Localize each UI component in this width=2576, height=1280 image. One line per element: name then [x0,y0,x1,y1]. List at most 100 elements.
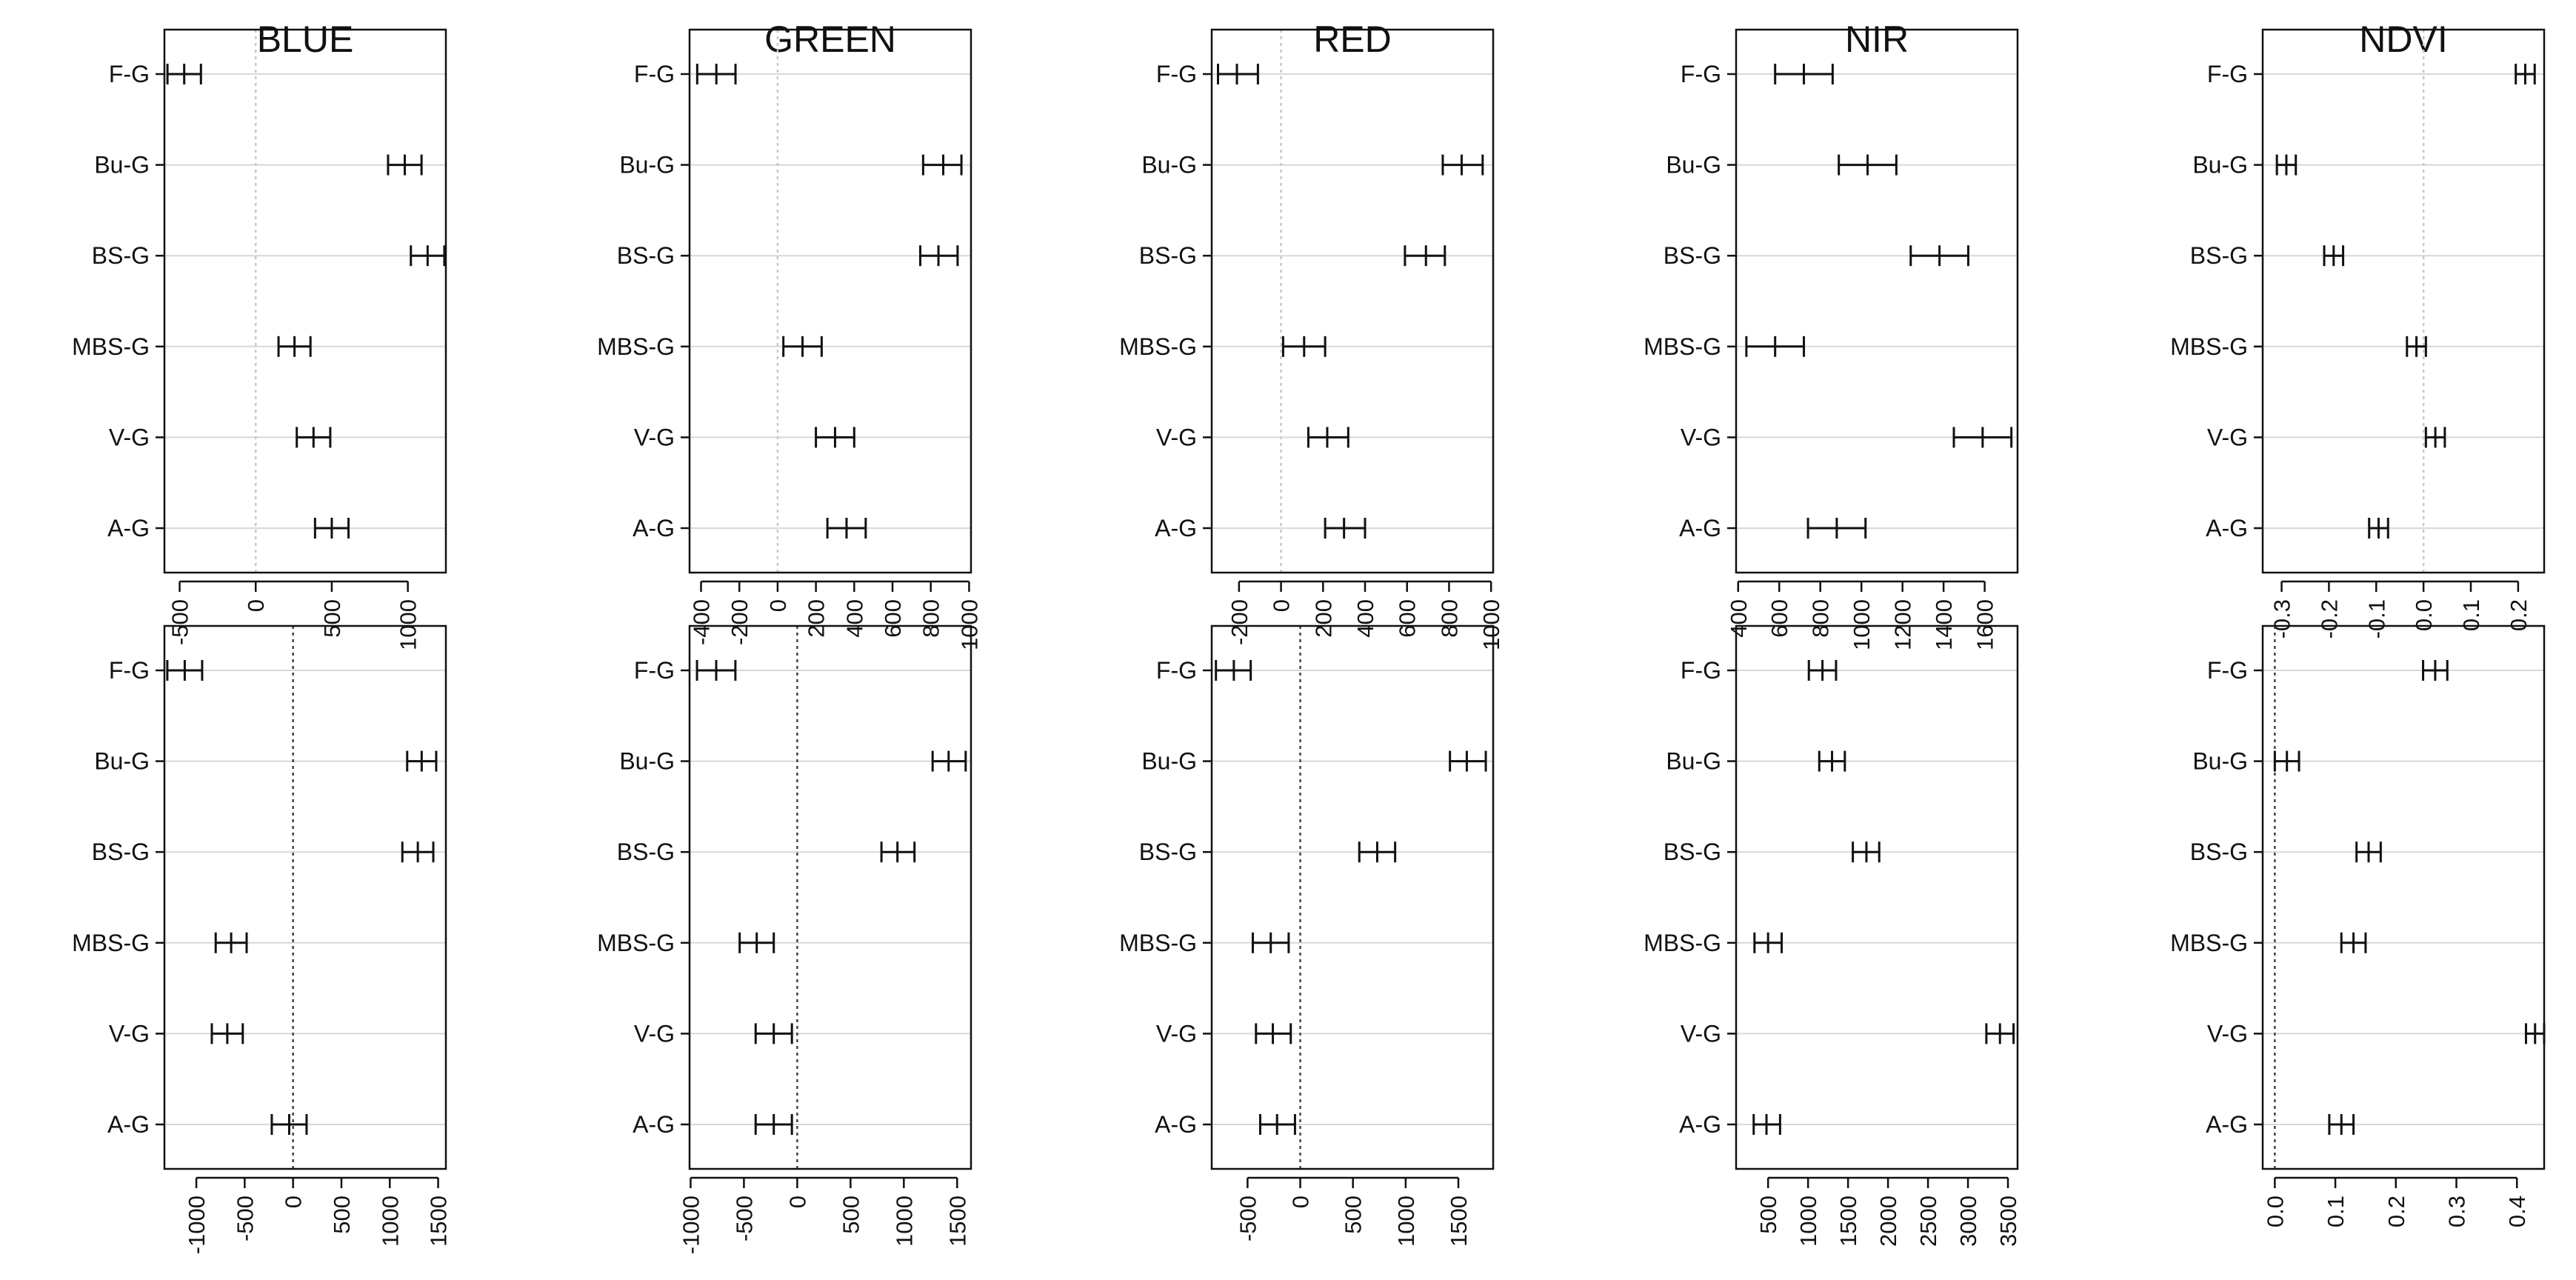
x-tick-label: -0.3 [2269,599,2295,639]
category-label: Bu-G [1141,748,1197,775]
interval-V-G [210,1023,244,1044]
interval-Bu-G [931,750,967,772]
x-tick-label: 1000 [1849,599,1875,650]
category-label: Bu-G [1141,152,1197,179]
plot-frame [688,28,972,574]
x-tick-label: 600 [1395,599,1421,638]
x-tick-label: 0.1 [2323,1196,2349,1227]
x-tick-label: 500 [838,1196,864,1234]
panel-1: BLUE F-G Bu-G BS-G MBS-G V-G A-G -500 0 500 1000 [72,19,447,650]
interval-A-G [1806,518,1867,539]
category-label: A-G [1155,1111,1197,1138]
x-tick-label: 0.2 [2383,1196,2409,1227]
interval-V-G [1952,427,2013,448]
interval-V-G [1307,427,1349,448]
plot-frame [1210,28,1495,574]
interval-MBS-G [2406,336,2427,357]
category-label: V-G [2207,424,2248,450]
interval-Bu-G [2273,750,2300,772]
x-tick-label: -500 [731,1196,757,1241]
category-label: V-G [634,1020,675,1047]
x-tick-label: 0.3 [2444,1196,2470,1227]
category-label: F-G [109,657,150,684]
category-label: BS-G [2190,242,2248,269]
x-tick-label: 0 [1269,599,1295,612]
panel-2: GREEN F-G Bu-G BS-G MBS-G V-G A-G -400 -200 0 200 4… [597,19,982,650]
category-label: BS-G [1139,839,1197,865]
panel-9: F-G Bu-G BS-G MBS-G V-G A-G 500 1000 1500 2000 250… [1644,624,2021,1247]
category-label: Bu-G [2192,748,2248,775]
interval-MBS-G [1252,932,1290,953]
x-tick-label: 1000 [956,599,982,650]
interval-A-G [2328,1114,2355,1135]
category-label: MBS-G [1119,333,1197,360]
category-label: BS-G [1664,839,1721,865]
interval-A-G [754,1114,793,1135]
x-tick-label: -500 [232,1196,258,1241]
category-label: MBS-G [597,333,675,360]
interval-A-G [1752,1114,1781,1135]
category-label: F-G [1681,657,1721,684]
x-tick-label: -500 [1235,1196,1261,1241]
category-label: Bu-G [619,152,675,179]
x-tick-label: 2500 [1915,1196,1941,1247]
category-label: A-G [633,515,675,541]
category-label: MBS-G [1119,930,1197,956]
x-tick-label: -0.2 [2316,599,2342,639]
interval-MBS-G [1745,336,1806,357]
interval-BS-G [401,841,435,863]
plot-frame [2261,28,2546,574]
category-label: F-G [109,61,150,87]
x-tick-label: 500 [1341,1196,1367,1234]
x-tick-label: 0 [765,599,791,612]
interval-Bu-G [2275,154,2298,176]
x-tick-label: 1600 [1972,599,1998,650]
interval-V-G [2524,1023,2546,1044]
category-label: Bu-G [2192,152,2248,179]
interval-F-G [1215,660,1252,681]
plot-frame [163,28,447,574]
x-tick-label: 1000 [1795,1196,1821,1247]
plot-frame [1210,624,1495,1170]
plot-frame [688,624,972,1170]
interval-Bu-G [1449,750,1487,772]
category-label: A-G [2206,515,2248,541]
panel-6: F-G Bu-G BS-G MBS-G V-G A-G -1000 -500 0 500 1000 1… [72,624,452,1254]
category-label: V-G [109,424,150,450]
x-tick-label: -500 [167,599,193,645]
category-label: BS-G [2190,839,2248,865]
panel-4: NIR F-G Bu-G BS-G MBS-G V-G A-G 400 600 800 1000 12… [1644,19,2019,650]
plot-frame [163,624,447,1170]
category-label: A-G [107,515,150,541]
interval-MBS-G [1281,336,1327,357]
category-label: V-G [1156,424,1197,450]
category-label: MBS-G [2170,333,2248,360]
interval-BS-G [1852,841,1881,863]
panel-title: BLUE [257,19,354,60]
x-tick-label: 200 [804,599,830,638]
category-label: MBS-G [1644,930,1721,956]
category-label: MBS-G [2170,930,2248,956]
interval-F-G [2515,64,2536,84]
interval-A-G [270,1114,308,1135]
x-tick-label: 1500 [1835,1196,1861,1247]
plot-frame [2261,624,2546,1170]
category-label: A-G [2206,1111,2248,1138]
interval-V-G [754,1023,793,1044]
interval-A-G [2368,518,2389,539]
panel-7: F-G Bu-G BS-G MBS-G V-G A-G -1000 -500 0 500 1000 1… [597,624,972,1254]
category-label: F-G [1156,61,1197,87]
x-tick-label: 1000 [377,1196,403,1247]
x-tick-label: -200 [727,599,753,645]
interval-F-G [695,64,737,84]
panel-title: GREEN [764,19,896,60]
interval-Bu-G [406,750,438,772]
category-label: V-G [1156,1020,1197,1047]
category-label: A-G [107,1111,150,1138]
interval-A-G [1324,518,1367,539]
x-tick-label: 0 [1288,1196,1314,1208]
category-label: V-G [109,1020,150,1047]
category-label: A-G [1679,515,1721,541]
x-tick-label: 400 [841,599,867,638]
